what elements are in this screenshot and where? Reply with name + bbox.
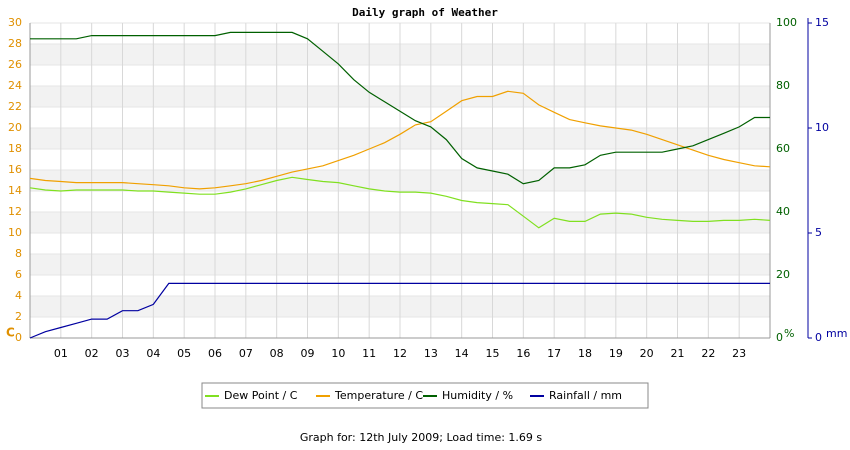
series-line (29, 176, 771, 229)
y-tick-label: 16 (8, 163, 22, 176)
y-tick-label: 12 (8, 205, 22, 218)
x-tick-label: 18 (578, 347, 592, 360)
y-tick-label: 10 (8, 226, 22, 239)
y-tick-label: 4 (15, 289, 22, 302)
x-tick-label: 12 (393, 347, 407, 360)
x-tick-label: 06 (208, 347, 222, 360)
x-tick-label: 20 (640, 347, 654, 360)
y2-tick-label: 0 (776, 331, 783, 344)
footer: Graph for: 12th July 2009; Load time: 1.… (300, 431, 543, 444)
legend-label: Temperature / C (334, 389, 423, 402)
series-line (30, 31, 770, 185)
x-tick-label: 13 (424, 347, 438, 360)
y-tick-label: 30 (8, 16, 22, 29)
y3-tick-label: 15 (815, 16, 829, 29)
x-tick-label: 14 (455, 347, 469, 360)
x-tick-label: 23 (732, 347, 746, 360)
x-tick-label: 10 (331, 347, 345, 360)
x-tick-label: 17 (547, 347, 561, 360)
legend-label: Rainfall / mm (549, 389, 622, 402)
x-tick-label: 19 (609, 347, 623, 360)
x-tick-label: 04 (146, 347, 160, 360)
x-tick-label: 21 (671, 347, 685, 360)
x-tick-label: 11 (362, 347, 376, 360)
x-tick-label: 09 (301, 347, 315, 360)
x-tick-label: 07 (239, 347, 253, 360)
y-tick-label: 20 (8, 121, 22, 134)
x-tick-label: 16 (516, 347, 530, 360)
y2-tick-label: 100 (776, 16, 797, 29)
y-tick-label: 2 (15, 310, 22, 323)
legend-label: Dew Point / C (224, 389, 298, 402)
y-tick-label: 22 (8, 100, 22, 113)
y2-tick-label: 80 (776, 79, 790, 92)
x-tick-label: 08 (270, 347, 284, 360)
y-tick-label: 0 (15, 331, 22, 344)
y2-unit: % (784, 327, 794, 340)
y-tick-label: 6 (15, 268, 22, 281)
y-tick-label: 18 (8, 142, 22, 155)
y-tick-label: 26 (8, 58, 22, 71)
x-tick-label: 03 (116, 347, 130, 360)
x-tick-label: 22 (701, 347, 715, 360)
y-tick-label: 14 (8, 184, 22, 197)
y-tick-label: 24 (8, 79, 22, 92)
y3-tick-label: 0 (815, 331, 822, 344)
legend-label: Humidity / % (442, 389, 513, 402)
x-tick-label: 01 (54, 347, 68, 360)
y2-tick-label: 60 (776, 142, 790, 155)
chart-title: Daily graph of Weather (352, 6, 498, 19)
x-tick-label: 15 (486, 347, 500, 360)
y-tick-label: 8 (15, 247, 22, 260)
y3-unit: mm (826, 327, 847, 340)
y3-tick-label: 5 (815, 226, 822, 239)
y-tick-label: 28 (8, 37, 22, 50)
y3-tick-label: 10 (815, 121, 829, 134)
series-line (29, 90, 771, 190)
y-unit: C (6, 326, 15, 340)
y2-tick-label: 20 (776, 268, 790, 281)
y2-tick-label: 40 (776, 205, 790, 218)
series-line (29, 282, 770, 339)
x-tick-label: 02 (85, 347, 99, 360)
x-tick-label: 05 (177, 347, 191, 360)
